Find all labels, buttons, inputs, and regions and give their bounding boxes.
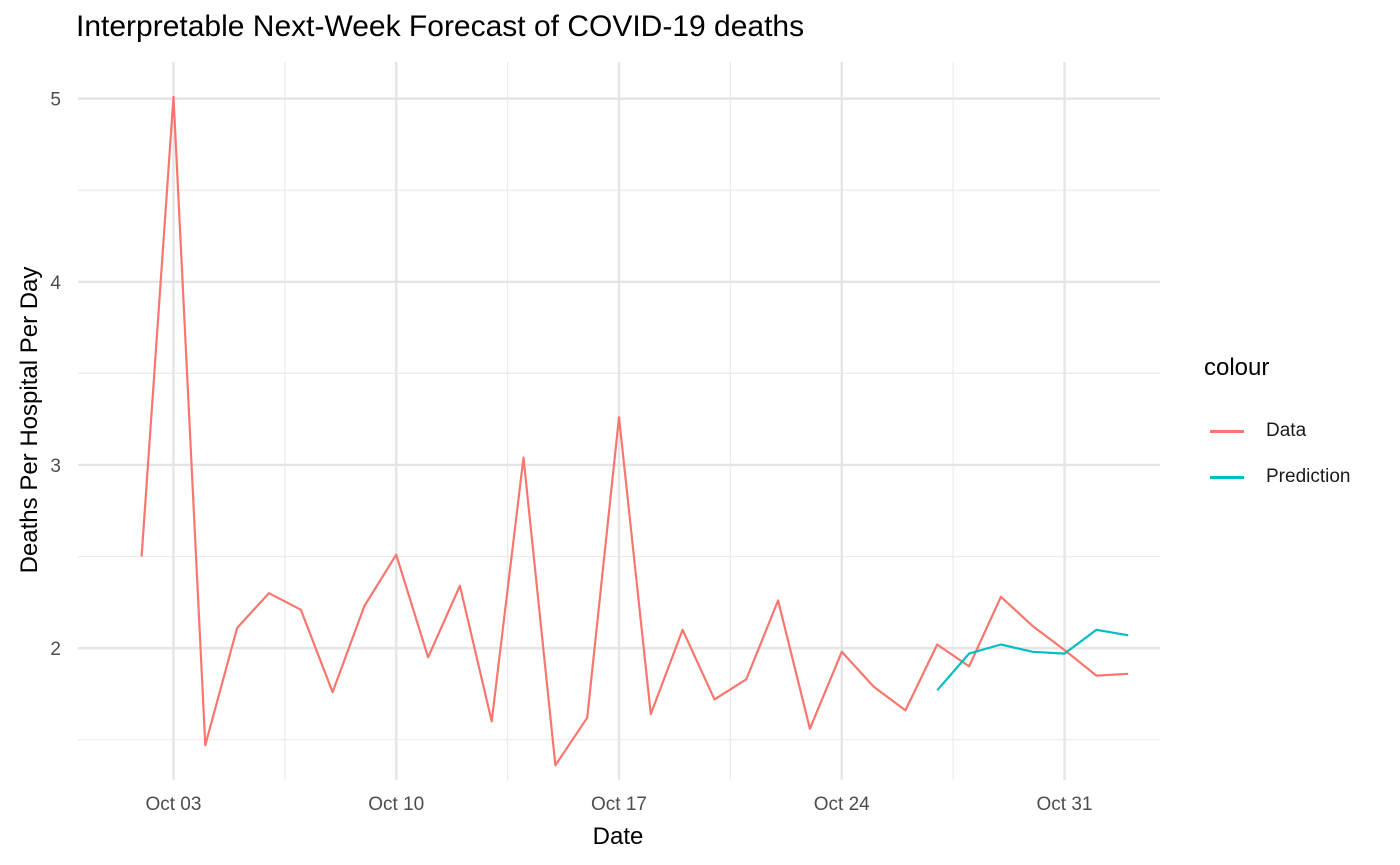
chart-title: Interpretable Next-Week Forecast of COVI… xyxy=(76,10,805,43)
legend-key-data xyxy=(1210,429,1244,433)
legend-key-prediction xyxy=(1210,475,1244,479)
y-axis-title: Deaths Per Hospital Per Day xyxy=(16,267,43,574)
x-tick-label: Oct 17 xyxy=(591,794,647,815)
legend-label-prediction: Prediction xyxy=(1266,466,1351,487)
legend-item-prediction: Prediction xyxy=(1204,454,1351,500)
x-tick-label: Oct 10 xyxy=(368,794,424,815)
x-axis-title: Date xyxy=(593,823,644,850)
legend: colour Data Prediction xyxy=(1204,354,1351,500)
legend-title: colour xyxy=(1204,354,1270,381)
legend-item-data: Data xyxy=(1204,408,1351,454)
y-tick-label: 3 xyxy=(50,456,61,477)
series-line-prediction xyxy=(936,628,1129,692)
series-lines xyxy=(140,95,1129,767)
series-line-data xyxy=(140,95,1129,767)
legend-label-data: Data xyxy=(1266,420,1307,441)
x-tick-label: Oct 31 xyxy=(1037,794,1093,815)
x-tick-label: Oct 03 xyxy=(145,794,201,815)
y-tick-label: 2 xyxy=(50,639,61,660)
x-tick-label: Oct 24 xyxy=(814,794,870,815)
y-tick-label: 5 xyxy=(50,90,61,111)
x-axis-ticks: Oct 03 Oct 10 Oct 17 Oct 24 Oct 31 xyxy=(145,794,1092,815)
y-tick-label: 4 xyxy=(50,273,61,294)
y-axis-ticks: 2 3 4 5 xyxy=(50,90,61,660)
